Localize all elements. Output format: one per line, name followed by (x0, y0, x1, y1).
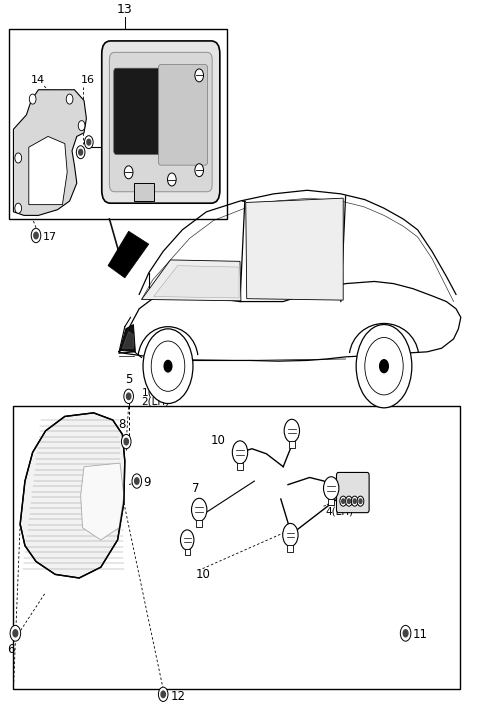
Circle shape (66, 94, 73, 104)
Text: 11: 11 (413, 628, 428, 641)
Circle shape (158, 687, 168, 701)
Polygon shape (120, 325, 135, 352)
Polygon shape (122, 332, 133, 348)
FancyBboxPatch shape (109, 52, 212, 192)
Circle shape (351, 496, 358, 506)
Circle shape (357, 496, 364, 506)
Text: 12: 12 (170, 690, 185, 703)
Circle shape (161, 691, 165, 698)
Circle shape (340, 496, 347, 506)
Polygon shape (20, 413, 125, 578)
Circle shape (124, 389, 133, 404)
Circle shape (164, 360, 172, 372)
Circle shape (127, 393, 131, 399)
Circle shape (195, 164, 204, 177)
Text: 15: 15 (179, 176, 192, 186)
Circle shape (132, 474, 142, 488)
Circle shape (124, 438, 129, 444)
Circle shape (34, 232, 38, 238)
Text: 14: 14 (30, 75, 45, 85)
Circle shape (31, 228, 41, 243)
Polygon shape (142, 260, 241, 301)
FancyBboxPatch shape (336, 472, 369, 513)
Text: 4(LH): 4(LH) (325, 506, 354, 516)
Circle shape (29, 94, 36, 104)
Circle shape (195, 69, 204, 82)
Bar (196, 520, 202, 527)
Circle shape (400, 625, 411, 641)
Polygon shape (108, 231, 149, 278)
Circle shape (13, 630, 18, 637)
Text: 2(LH): 2(LH) (142, 396, 170, 406)
Polygon shape (246, 198, 343, 300)
Bar (134, 183, 154, 201)
Text: 6: 6 (7, 643, 14, 656)
Circle shape (124, 166, 133, 179)
Text: 7: 7 (192, 482, 200, 495)
Bar (184, 549, 190, 555)
Circle shape (15, 153, 22, 163)
Bar (288, 545, 293, 552)
Circle shape (284, 419, 300, 442)
Circle shape (324, 477, 339, 500)
Circle shape (380, 360, 388, 373)
Circle shape (346, 496, 352, 506)
Circle shape (180, 530, 194, 550)
Circle shape (348, 499, 350, 503)
Text: 10: 10 (196, 568, 211, 581)
FancyBboxPatch shape (114, 68, 161, 154)
Text: 17: 17 (43, 232, 57, 242)
Text: 16: 16 (81, 75, 95, 85)
Circle shape (134, 478, 139, 484)
Circle shape (143, 329, 193, 404)
Circle shape (76, 146, 85, 159)
Circle shape (232, 441, 248, 464)
Circle shape (403, 630, 408, 637)
Circle shape (79, 149, 83, 155)
FancyBboxPatch shape (158, 65, 207, 165)
Circle shape (359, 499, 362, 503)
Text: 9: 9 (143, 476, 151, 489)
FancyBboxPatch shape (102, 41, 220, 203)
Text: 1(RH): 1(RH) (142, 388, 171, 398)
Circle shape (356, 325, 412, 408)
Polygon shape (29, 136, 67, 205)
Text: 13: 13 (117, 3, 132, 16)
Polygon shape (13, 90, 86, 215)
Bar (13, 406, 460, 689)
Polygon shape (81, 463, 124, 540)
Circle shape (365, 337, 403, 395)
Circle shape (353, 499, 356, 503)
Circle shape (87, 139, 91, 145)
Circle shape (151, 341, 185, 391)
Bar (289, 441, 295, 448)
Circle shape (15, 203, 22, 213)
Bar (328, 498, 334, 505)
Text: 5: 5 (125, 373, 132, 386)
Circle shape (121, 434, 131, 449)
Bar (9, 29, 227, 219)
Circle shape (168, 173, 176, 186)
Circle shape (78, 121, 85, 131)
Text: 10: 10 (211, 434, 226, 447)
Bar (237, 462, 243, 470)
Text: 3(RH): 3(RH) (325, 496, 355, 506)
Polygon shape (154, 266, 239, 298)
Circle shape (283, 523, 298, 546)
Circle shape (10, 625, 21, 641)
Circle shape (84, 136, 93, 149)
Text: 8: 8 (118, 418, 126, 431)
Circle shape (192, 498, 207, 521)
Circle shape (342, 499, 345, 503)
